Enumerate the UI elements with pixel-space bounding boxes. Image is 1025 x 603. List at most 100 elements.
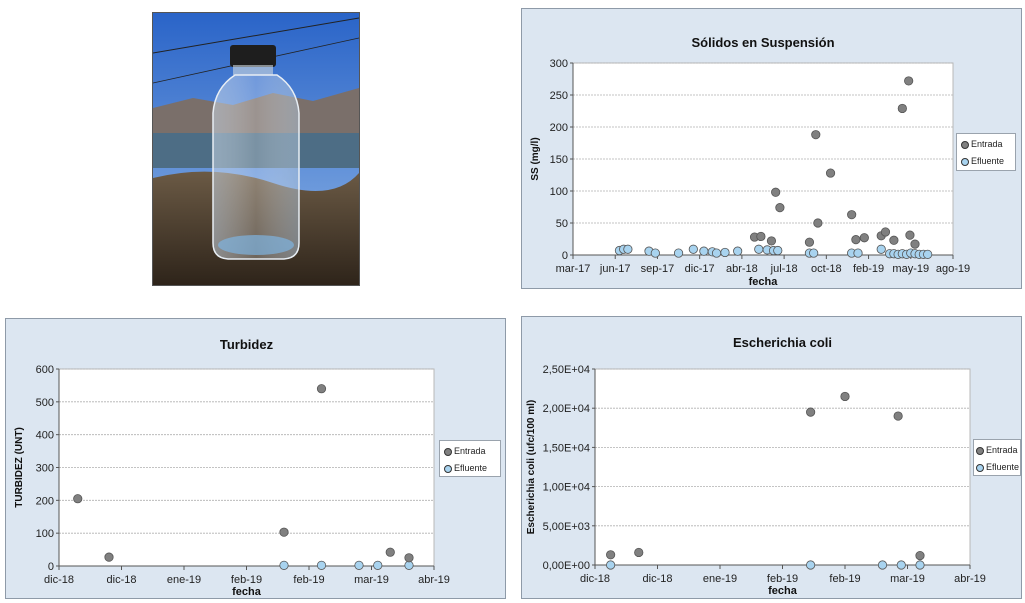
y-tick-label: 150 xyxy=(550,154,568,166)
x-tick-label: abr-19 xyxy=(418,574,450,586)
entrada-point xyxy=(915,550,925,561)
efluente-point xyxy=(876,244,886,254)
y-tick-label: 0,00E+00 xyxy=(543,560,590,572)
x-tick-label: mar-19 xyxy=(354,574,389,586)
entrada-point xyxy=(766,236,777,246)
water-sample-bottle-photo xyxy=(153,13,359,285)
efluente-point xyxy=(754,244,764,254)
efluente-point xyxy=(806,560,816,570)
entrada-point xyxy=(897,103,907,114)
y-tick-label: 250 xyxy=(550,90,568,102)
y-tick-label: 2,50E+04 xyxy=(543,364,590,376)
y-tick-label: 100 xyxy=(36,528,54,540)
x-tick-label: jun-17 xyxy=(599,263,631,275)
y-axis-label: TURBIDEZ (UNT) xyxy=(14,427,25,508)
y-tick-label: 0 xyxy=(562,250,568,262)
x-tick-label: dic-18 xyxy=(643,573,673,585)
efluente-point xyxy=(373,560,383,570)
entrada-point xyxy=(104,552,114,562)
chart-panel-turbidez: 0 100 200 300 400 500 600 dic-18 dic-18 ene-19 feb… xyxy=(5,318,506,599)
entrada-point xyxy=(804,237,815,247)
y-tick-label: 200 xyxy=(550,122,568,134)
x-tick-label: feb-19 xyxy=(293,574,324,586)
entrada-point xyxy=(840,391,850,402)
efluente-point xyxy=(606,560,616,570)
legend-label-entrada: Entrada xyxy=(454,446,486,456)
entrada-point xyxy=(811,130,821,140)
efluente-point xyxy=(923,249,933,259)
legend-efluente: Efluente xyxy=(444,463,487,473)
legend-turbidez: Entrada Efluente xyxy=(439,440,501,477)
x-tick-label: jul-18 xyxy=(770,263,798,275)
x-tick-label: feb-19 xyxy=(829,573,860,585)
x-tick-label: dic-18 xyxy=(107,574,137,586)
efluente-point xyxy=(896,560,906,570)
entrada-point xyxy=(634,547,644,558)
efluente-point xyxy=(673,248,684,258)
y-tick-label: 600 xyxy=(36,364,54,376)
efluente-point xyxy=(711,248,722,258)
water-sample-photo xyxy=(152,12,360,286)
x-tick-label: ene-19 xyxy=(703,573,737,585)
legend-dot-efluente xyxy=(976,463,984,472)
x-tick-label: mar-19 xyxy=(890,573,925,585)
x-tick-label: mar-17 xyxy=(556,263,591,275)
entrada-point xyxy=(73,494,83,504)
legend-entrada: Entrada xyxy=(976,445,1018,455)
legend-label-entrada: Entrada xyxy=(971,139,1003,149)
efluente-point xyxy=(354,560,364,570)
x-tick-label: dic-18 xyxy=(580,573,610,585)
y-tick-label: 50 xyxy=(556,218,568,230)
legend-efluente: Efluente xyxy=(976,462,1019,472)
x-tick-label: dic-18 xyxy=(44,574,74,586)
entrada-point xyxy=(905,230,915,240)
x-tick-label: abr-19 xyxy=(954,573,986,585)
entrada-point xyxy=(771,187,781,197)
x-tick-label: dic-17 xyxy=(685,263,715,275)
y-tick-label: 1,00E+04 xyxy=(543,482,590,494)
entrada-point xyxy=(316,384,327,394)
efluente-point xyxy=(853,248,863,258)
chart-solidos-svg: 0 50 100 150 200 250 300 mar-17 jun-17 sep-17 dic-… xyxy=(530,35,970,288)
efluente-point xyxy=(915,560,925,570)
legend-label-efluente: Efluente xyxy=(454,463,488,473)
y-tick-label: 5,00E+03 xyxy=(543,521,590,533)
legend-dot-entrada xyxy=(444,447,452,456)
legend-ecoli: Entrada Efluente xyxy=(973,439,1021,476)
efluente-point xyxy=(316,560,327,570)
y-tick-label: 300 xyxy=(550,58,568,70)
plot-area xyxy=(594,368,971,566)
efluente-point xyxy=(699,246,709,256)
efluente-point xyxy=(404,560,414,570)
y-tick-label: 200 xyxy=(36,495,54,507)
x-tick-label: may-19 xyxy=(892,263,929,275)
entrada-point xyxy=(825,168,836,178)
efluente-point xyxy=(688,244,698,254)
entrada-point xyxy=(851,235,861,245)
x-tick-label: feb-19 xyxy=(853,263,884,275)
entrada-point xyxy=(910,239,920,249)
efluente-point xyxy=(733,246,743,256)
x-tick-label: feb-19 xyxy=(767,573,798,585)
x-tick-label: oct-18 xyxy=(811,263,842,275)
chart-title: Turbidez xyxy=(220,337,274,352)
entrada-point xyxy=(404,553,414,563)
entrada-point xyxy=(385,547,395,557)
y-tick-label: 1,50E+04 xyxy=(543,442,590,454)
efluente-point xyxy=(650,248,660,258)
x-tick-label: feb-19 xyxy=(231,574,262,586)
efluente-point xyxy=(279,560,289,570)
x-tick-label: ago-19 xyxy=(936,263,970,275)
y-tick-label: 100 xyxy=(550,186,568,198)
efluente-point xyxy=(809,248,819,258)
efluente-point xyxy=(623,244,633,254)
legend-label-entrada: Entrada xyxy=(986,445,1018,455)
x-tick-label: sep-17 xyxy=(641,263,675,275)
entrada-point xyxy=(859,233,869,243)
efluente-point xyxy=(720,247,730,258)
y-tick-label: 500 xyxy=(36,397,54,409)
legend-dot-efluente xyxy=(961,157,969,166)
chart-panel-ecoli: 0,00E+00 5,00E+03 1,00E+04 1,50E+04 2,00E+04… xyxy=(521,316,1022,599)
entrada-point xyxy=(775,203,785,213)
legend-entrada: Entrada xyxy=(961,139,1003,149)
